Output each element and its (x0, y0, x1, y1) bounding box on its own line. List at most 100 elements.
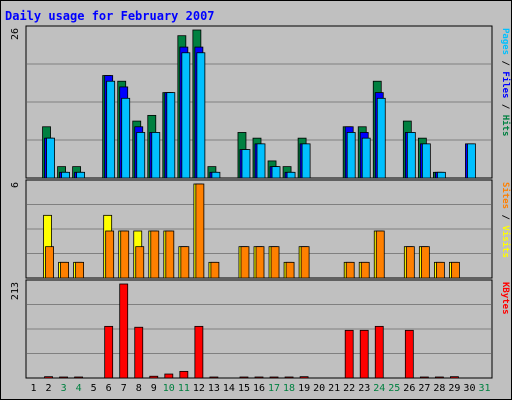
x-tick-label-day-21: 21 (328, 383, 340, 394)
bar-kbytes-day-3 (59, 376, 68, 379)
bar-pages-day-22 (346, 132, 356, 179)
x-tick-label-day-14: 14 (223, 383, 235, 394)
x-tick-label-day-9: 9 (151, 383, 157, 394)
panel-hits-files-pages: 26 Pages / Files / Hits (10, 25, 511, 179)
bar-pages-day-18 (286, 171, 296, 179)
bar-kbytes-day-16 (254, 376, 264, 379)
bar-kbytes-day-24 (374, 325, 384, 379)
bar-sites-day-17 (270, 246, 280, 279)
bar-kbytes-day-27 (419, 376, 429, 379)
x-tick-label-day-29: 29 (448, 383, 460, 394)
x-tick-label-day-11: 11 (178, 383, 190, 394)
x-tick-label-day-18: 18 (283, 383, 295, 394)
bar-kbytes-day-6 (104, 325, 114, 379)
x-tick-label-day-1: 1 (31, 383, 37, 394)
bar-pages-day-3 (61, 171, 70, 179)
chart-panels: 26 Pages / Files / Hits 6 Sites / Visits 213… (10, 25, 511, 379)
x-tick-label-day-5: 5 (91, 383, 97, 394)
bar-kbytes-day-2 (44, 376, 53, 379)
bar-kbytes-day-18 (284, 376, 294, 379)
x-tick-label-day-7: 7 (121, 383, 127, 394)
x-tick-label-day-3: 3 (61, 383, 67, 394)
bar-sites-day-7 (120, 230, 130, 279)
x-tick-label-day-27: 27 (418, 383, 430, 394)
bar-pages-day-9 (151, 132, 161, 179)
bar-kbytes-day-23 (359, 329, 369, 379)
bar-pages-day-10 (166, 92, 176, 179)
bar-sites-day-29 (451, 261, 460, 279)
bar-sites-day-22 (345, 261, 355, 279)
panel-legend: KBytes (500, 282, 510, 315)
panel-legend: Pages / Files / Hits (500, 28, 511, 136)
legend-entry-files: Files (500, 71, 511, 98)
bar-pages-day-13 (211, 171, 221, 179)
x-tick-label-day-15: 15 (238, 383, 250, 394)
x-tick-label-day-12: 12 (193, 383, 205, 394)
x-tick-label-day-26: 26 (403, 383, 415, 394)
bar-sites-day-23 (360, 261, 370, 279)
bar-kbytes-day-8 (134, 326, 144, 379)
bar-sites-day-10 (165, 230, 175, 279)
bar-sites-day-18 (285, 261, 295, 279)
x-tick-label-day-20: 20 (313, 383, 325, 394)
bar-sites-day-3 (60, 261, 69, 279)
bar-pages-day-6 (106, 80, 116, 179)
x-tick-label-day-23: 23 (358, 383, 370, 394)
legend-entry-kbytes: KBytes (500, 282, 510, 315)
bar-kbytes-day-15 (239, 376, 249, 379)
bar-pages-day-17 (271, 166, 281, 179)
x-tick-label-day-4: 4 (76, 383, 82, 394)
legend-entry-separator: / (500, 209, 510, 225)
bar-pages-day-4 (76, 171, 86, 179)
bar-pages-day-2 (46, 137, 55, 179)
x-tick-label-day-19: 19 (298, 383, 310, 394)
bar-pages-day-19 (301, 143, 311, 179)
bar-kbytes-day-13 (209, 376, 219, 379)
legend-entry-hits: Hits (500, 115, 511, 137)
bar-pages-day-28 (436, 171, 446, 179)
bar-kbytes-day-7 (119, 283, 129, 379)
x-tick-label-day-17: 17 (268, 383, 280, 394)
x-tick-label-day-2: 2 (46, 383, 52, 394)
bar-pages-day-23 (361, 137, 371, 179)
legend-entry-pages: Pages (500, 28, 510, 55)
bar-pages-day-15 (241, 149, 251, 179)
bar-sites-day-2 (45, 246, 54, 279)
y-max-label: 6 (10, 182, 21, 188)
bar-sites-day-13 (210, 261, 220, 279)
x-axis-day-labels: 1 2 3 4 5 6 7 8 9 10 11 12 13 14 15 16 17 18 19 20 21 22 23 24 2… (31, 383, 491, 394)
bar-kbytes-day-26 (404, 329, 414, 379)
panel-visits-sites: 6 Sites / Visits (10, 179, 511, 279)
bar-pages-day-8 (136, 132, 146, 179)
bar-pages-day-7 (121, 97, 131, 179)
x-tick-label-day-10: 10 (163, 383, 175, 394)
x-tick-label-day-16: 16 (253, 383, 265, 394)
bar-sites-day-19 (300, 246, 310, 279)
bar-kbytes-day-4 (74, 376, 84, 379)
legend-entry-separator: / (500, 55, 510, 71)
x-tick-label-day-22: 22 (343, 383, 355, 394)
x-tick-label-day-13: 13 (208, 383, 220, 394)
bar-kbytes-day-12 (194, 325, 204, 379)
bar-kbytes-day-9 (149, 375, 159, 379)
legend-entry-separator: / (500, 98, 510, 114)
bar-sites-day-27 (420, 246, 430, 279)
y-max-label: 26 (10, 28, 21, 40)
bar-pages-day-27 (421, 143, 431, 179)
x-tick-label-day-31: 31 (478, 383, 490, 394)
bar-sites-day-24 (375, 230, 385, 279)
legend-entry-visits: Visits (500, 225, 511, 258)
bar-pages-day-16 (256, 143, 266, 179)
bar-sites-day-6 (105, 230, 115, 279)
bar-sites-day-9 (150, 230, 160, 279)
panel-kbytes: 213 KBytes (10, 279, 510, 379)
bar-sites-day-28 (435, 261, 445, 279)
bar-kbytes-day-19 (299, 376, 309, 379)
panel-legend: Sites / Visits (500, 182, 511, 258)
bar-sites-day-12 (195, 183, 205, 279)
bar-sites-day-4 (75, 261, 85, 279)
bar-sites-day-16 (255, 246, 265, 279)
x-tick-label-day-25: 25 (388, 383, 400, 394)
